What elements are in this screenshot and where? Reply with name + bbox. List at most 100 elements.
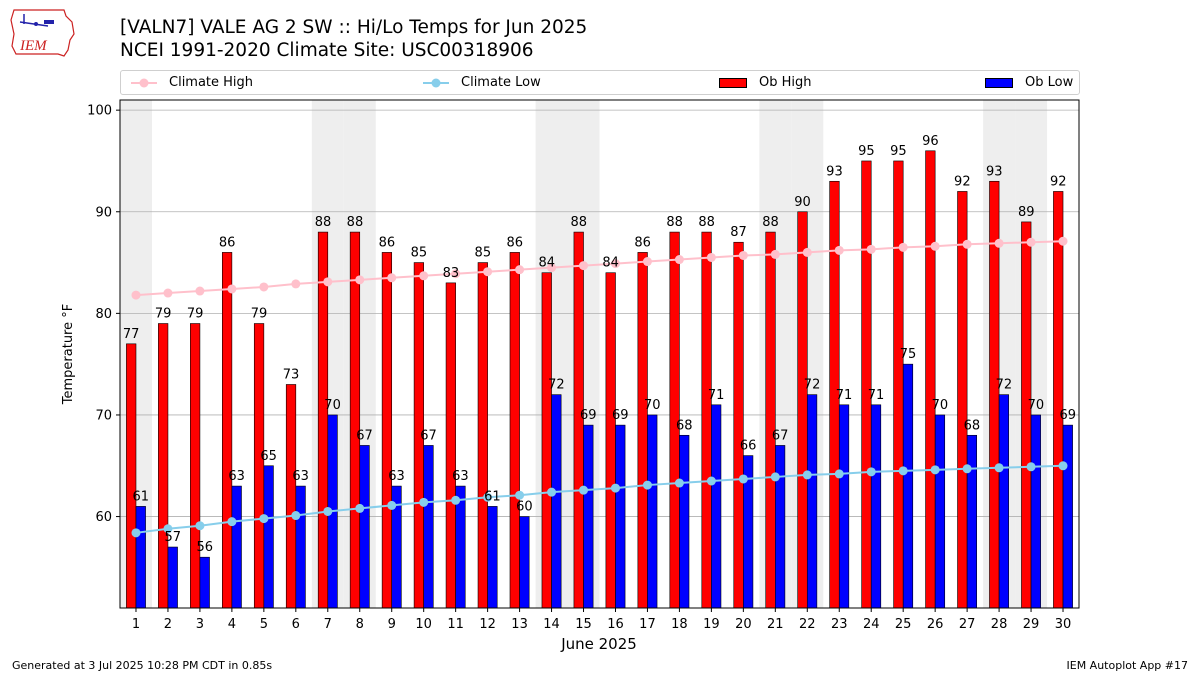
bar-ob-low-3 xyxy=(199,556,210,609)
climate-high-point-12 xyxy=(483,267,493,277)
y-axis-label: Temperature °F xyxy=(61,304,76,405)
climate-high-point-3 xyxy=(195,286,205,296)
bar-ob-high-12 xyxy=(477,262,488,609)
y-tick-label-90: 90 xyxy=(95,205,112,220)
label-ob-high-22: 90 xyxy=(794,195,811,210)
label-ob-low-11: 63 xyxy=(452,469,469,484)
climate-low-point-26 xyxy=(930,465,940,475)
x-tick-label-22: 22 xyxy=(799,617,816,632)
label-ob-high-26: 96 xyxy=(922,134,939,149)
label-ob-high-9: 86 xyxy=(379,235,396,250)
climate-low-point-27 xyxy=(962,464,972,474)
label-ob-high-23: 93 xyxy=(826,164,843,179)
bar-ob-low-21 xyxy=(775,445,786,609)
climate-low-point-10 xyxy=(419,497,429,507)
x-tick-label-4: 4 xyxy=(228,617,236,632)
bar-ob-low-30 xyxy=(1062,424,1073,609)
climate-low-point-30 xyxy=(1058,461,1068,471)
bar-ob-high-8 xyxy=(349,231,361,609)
bar-ob-low-16 xyxy=(615,424,626,609)
label-ob-low-8: 67 xyxy=(356,428,373,443)
bar-ob-low-10 xyxy=(423,445,434,609)
bar-ob-low-26 xyxy=(934,414,946,609)
climate-high-point-19 xyxy=(706,252,716,262)
bar-ob-low-22 xyxy=(806,394,818,609)
label-ob-high-25: 95 xyxy=(890,144,907,159)
x-tick-label-24: 24 xyxy=(863,617,880,632)
legend-climate-high: Climate High xyxy=(131,71,253,94)
x-tick-label-10: 10 xyxy=(415,617,432,632)
climate-high-line xyxy=(135,240,1064,297)
x-tick-label-12: 12 xyxy=(479,617,496,632)
label-ob-high-7: 88 xyxy=(315,215,332,230)
bar-ob-high-19 xyxy=(701,231,712,609)
x-axis-label: June 2025 xyxy=(560,635,637,653)
climate-high-point-1 xyxy=(131,290,141,300)
x-tick-label-28: 28 xyxy=(991,617,1008,632)
x-tick-label-15: 15 xyxy=(575,617,592,632)
bar-ob-low-19 xyxy=(711,404,722,609)
climate-low-point-25 xyxy=(898,466,908,476)
bar-ob-high-22 xyxy=(797,211,808,609)
climate-low-point-28 xyxy=(994,463,1004,473)
x-tick-label-5: 5 xyxy=(260,617,268,632)
app-credit: IEM Autoplot App #17 xyxy=(1066,659,1189,672)
x-tick-label-14: 14 xyxy=(543,617,560,632)
climate-high-point-29 xyxy=(1026,237,1036,247)
bar-ob-high-5 xyxy=(253,323,265,609)
bar-ob-low-29 xyxy=(1030,414,1041,609)
y-tick-label-70: 70 xyxy=(95,408,112,423)
label-ob-high-16: 84 xyxy=(602,256,619,271)
label-ob-low-3: 56 xyxy=(196,540,213,555)
x-tick-label-2: 2 xyxy=(164,617,172,632)
label-ob-low-20: 66 xyxy=(740,439,757,454)
bar-ob-high-27 xyxy=(957,191,968,609)
climate-lines xyxy=(131,236,1068,538)
label-ob-high-24: 95 xyxy=(858,144,875,159)
label-ob-high-15: 88 xyxy=(570,215,587,230)
legend-climate-low: Climate Low xyxy=(423,71,541,94)
climate-low-point-22 xyxy=(802,470,812,480)
climate-high-point-15 xyxy=(579,261,589,271)
label-ob-low-22: 72 xyxy=(804,378,821,393)
climate-low-point-3 xyxy=(195,521,205,531)
label-ob-high-30: 92 xyxy=(1050,174,1067,189)
label-ob-low-19: 71 xyxy=(708,388,725,403)
legend-ob-high-label: Ob High xyxy=(759,75,812,90)
label-ob-high-13: 86 xyxy=(507,235,524,250)
climate-high-point-10 xyxy=(419,271,429,281)
climate-low-point-19 xyxy=(706,476,716,486)
plot-frame xyxy=(119,99,1080,609)
x-tick-label-26: 26 xyxy=(927,617,944,632)
label-ob-low-16: 69 xyxy=(612,408,629,423)
data-labels: 77 61 79 57 79 56 86 63 79 65 73 63 88 70 88 67 86 63 85 67… xyxy=(123,134,1076,555)
bar-ob-high-30 xyxy=(1053,191,1064,609)
x-tick-label-19: 19 xyxy=(703,617,720,632)
climate-low-point-9 xyxy=(387,500,397,510)
y-tick-label-60: 60 xyxy=(95,510,112,525)
bar-ob-high-16 xyxy=(605,272,616,609)
legend-climate-high-label: Climate High xyxy=(169,75,254,90)
bar-ob-low-23 xyxy=(838,404,850,609)
climate-low-point-4 xyxy=(227,517,237,527)
climate-low-point-5 xyxy=(259,514,269,524)
climate-low-point-24 xyxy=(866,467,876,477)
x-tick-label-3: 3 xyxy=(196,617,204,632)
legend-ob-low: Ob Low xyxy=(985,71,1073,94)
bar-ob-high-11 xyxy=(445,282,456,609)
bar-ob-low-18 xyxy=(679,434,690,609)
bar-ob-high-13 xyxy=(509,252,520,609)
climate-low-point-16 xyxy=(610,483,620,493)
climate-high-point-5 xyxy=(259,282,269,292)
legend: Climate High Climate Low Ob High Ob Low xyxy=(120,70,1080,95)
bar-ob-low-28 xyxy=(998,394,1009,609)
label-ob-high-5: 79 xyxy=(251,307,268,322)
climate-high-point-27 xyxy=(962,239,972,249)
legend-ob-high-swatch xyxy=(719,77,747,88)
bar-ob-low-6 xyxy=(295,485,306,609)
legend-ob-low-swatch xyxy=(985,77,1013,88)
label-ob-low-2: 57 xyxy=(164,530,181,545)
climate-high-point-21 xyxy=(770,249,780,259)
